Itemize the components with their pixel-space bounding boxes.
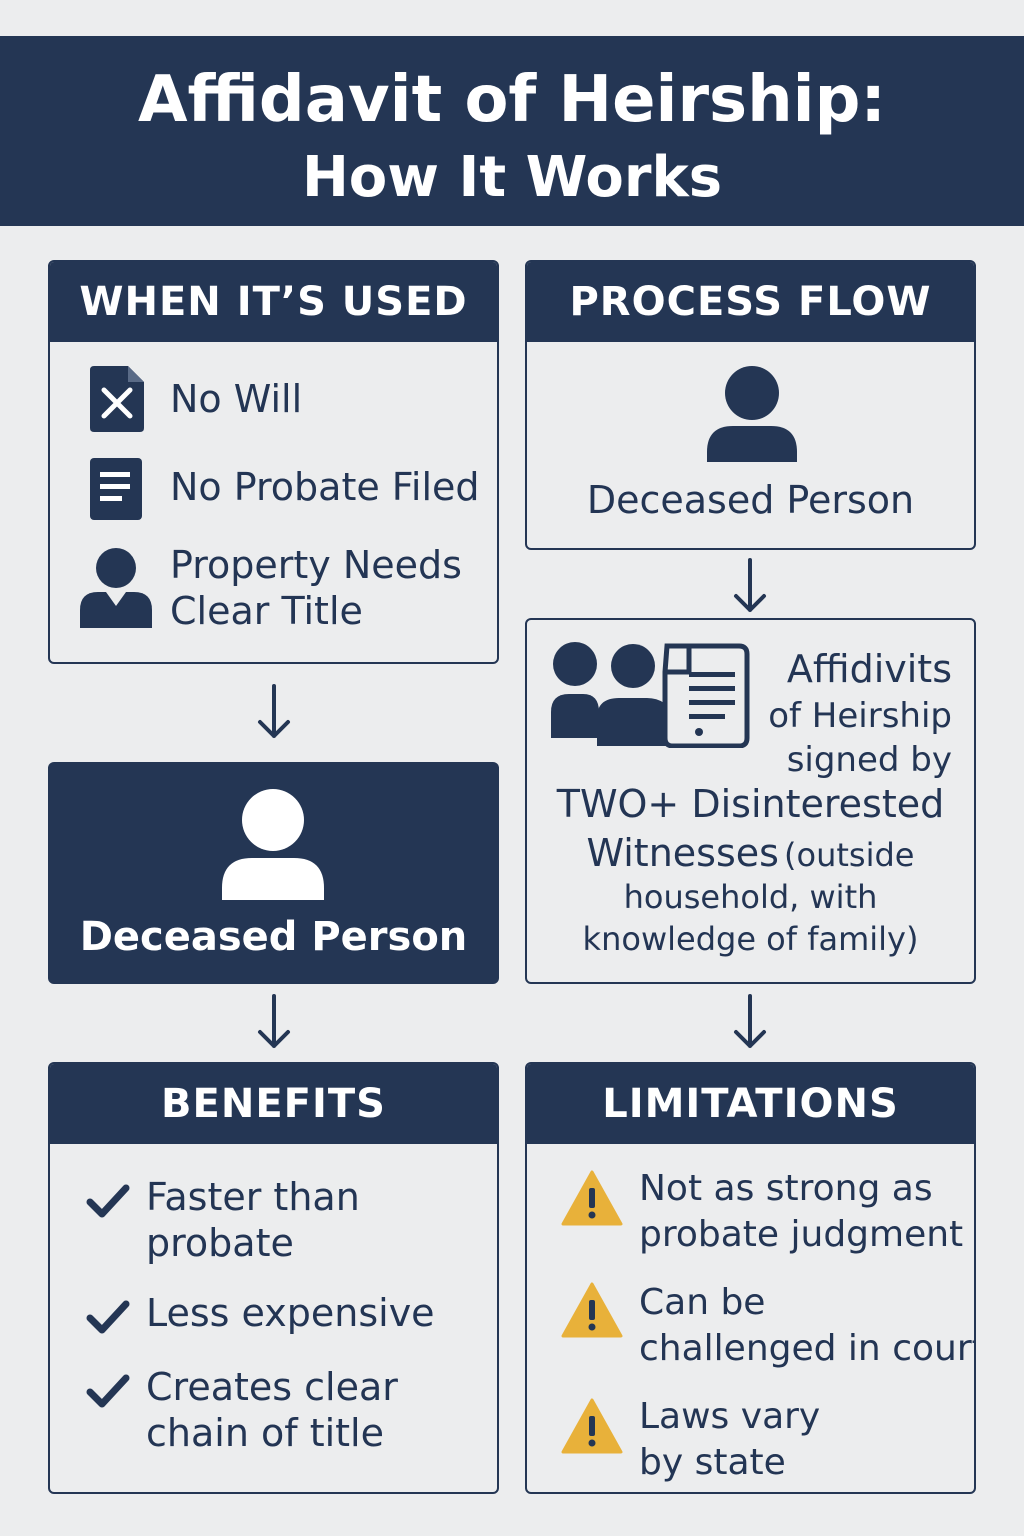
- benefits-heading: BENEFITS: [50, 1064, 497, 1144]
- arrow-down-icon: [734, 558, 766, 612]
- when-used-item-no-probate: No Probate Filed: [170, 465, 480, 509]
- affidavit-card: Affidivits of Heirship signed by TWO+ Di…: [525, 618, 976, 984]
- warning-icon: [561, 1398, 623, 1454]
- limitation-item-1-line1: Not as strong as: [639, 1168, 933, 1209]
- process-deceased-label: Deceased Person: [586, 478, 915, 522]
- arrow-down-icon: [734, 994, 766, 1048]
- process-flow-card: PROCESS FLOW Deceased Person: [525, 260, 976, 550]
- deceased-person-card: Deceased Person: [48, 762, 499, 984]
- document-icon: [90, 458, 142, 520]
- affidavit-witnesses: Witnesses: [586, 831, 779, 875]
- witnesses-signing-icon: [551, 642, 750, 748]
- affidavit-line7: knowledge of family): [582, 920, 919, 958]
- when-used-heading: WHEN IT’S USED: [50, 262, 497, 342]
- when-used-item-no-will: No Will: [170, 377, 303, 421]
- affidavit-outside: (outside: [784, 836, 915, 874]
- affidavit-line1: Affidivits: [786, 647, 952, 691]
- affidavit-line4: TWO+ Disinterested: [556, 782, 945, 826]
- limitation-item-3-line2: by state: [639, 1442, 786, 1483]
- page-subtitle: How It Works: [301, 145, 723, 210]
- limitations-card: LIMITATIONS Not as strong as probate jud…: [525, 1062, 976, 1494]
- person-icon: [222, 789, 324, 900]
- when-used-card: WHEN IT’S USED No Will No Probate Filed …: [48, 260, 499, 664]
- limitation-item-3-line1: Laws vary: [639, 1396, 821, 1437]
- benefits-card: BENEFITS Faster than probate Less expens…: [48, 1062, 499, 1494]
- benefit-item-3-line1: Creates clear: [146, 1365, 398, 1409]
- limitations-heading: LIMITATIONS: [527, 1064, 974, 1144]
- affidavit-line5: Witnesses (outside: [527, 830, 974, 878]
- page-header: Affidavit of Heirship: How It Works: [0, 36, 1024, 226]
- limitation-item-2-line2: challenged in court: [639, 1328, 976, 1369]
- arrow-down-icon: [258, 994, 290, 1048]
- affidavit-line6: household, with: [623, 878, 878, 916]
- deceased-person-label: Deceased Person: [79, 914, 468, 960]
- person-icon: [707, 366, 797, 462]
- arrow-down-icon: [258, 684, 290, 738]
- checkmark-icon: [86, 1374, 130, 1408]
- person-icon: [80, 548, 152, 628]
- when-used-item-property-line1: Property Needs: [170, 543, 462, 587]
- process-flow-heading: PROCESS FLOW: [527, 262, 974, 342]
- limitation-item-1-line2: probate judgment: [639, 1214, 964, 1255]
- affidavit-line2: of Heirship: [768, 696, 952, 736]
- benefit-item-3-line2: chain of title: [146, 1411, 384, 1455]
- checkmark-icon: [86, 1300, 130, 1334]
- benefit-item-1-line1: Faster than: [146, 1175, 360, 1219]
- limitation-item-2-line1: Can be: [639, 1282, 766, 1323]
- when-used-item-property-line2: Clear Title: [170, 589, 363, 633]
- x-document-icon: [90, 366, 144, 432]
- benefit-item-2: Less expensive: [146, 1291, 435, 1335]
- warning-icon: [561, 1170, 623, 1226]
- page-title: Affidavit of Heirship:: [138, 63, 886, 137]
- affidavit-line3: signed by: [786, 740, 952, 780]
- checkmark-icon: [86, 1184, 130, 1218]
- benefit-item-1-line2: probate: [146, 1221, 294, 1265]
- warning-icon: [561, 1282, 623, 1338]
